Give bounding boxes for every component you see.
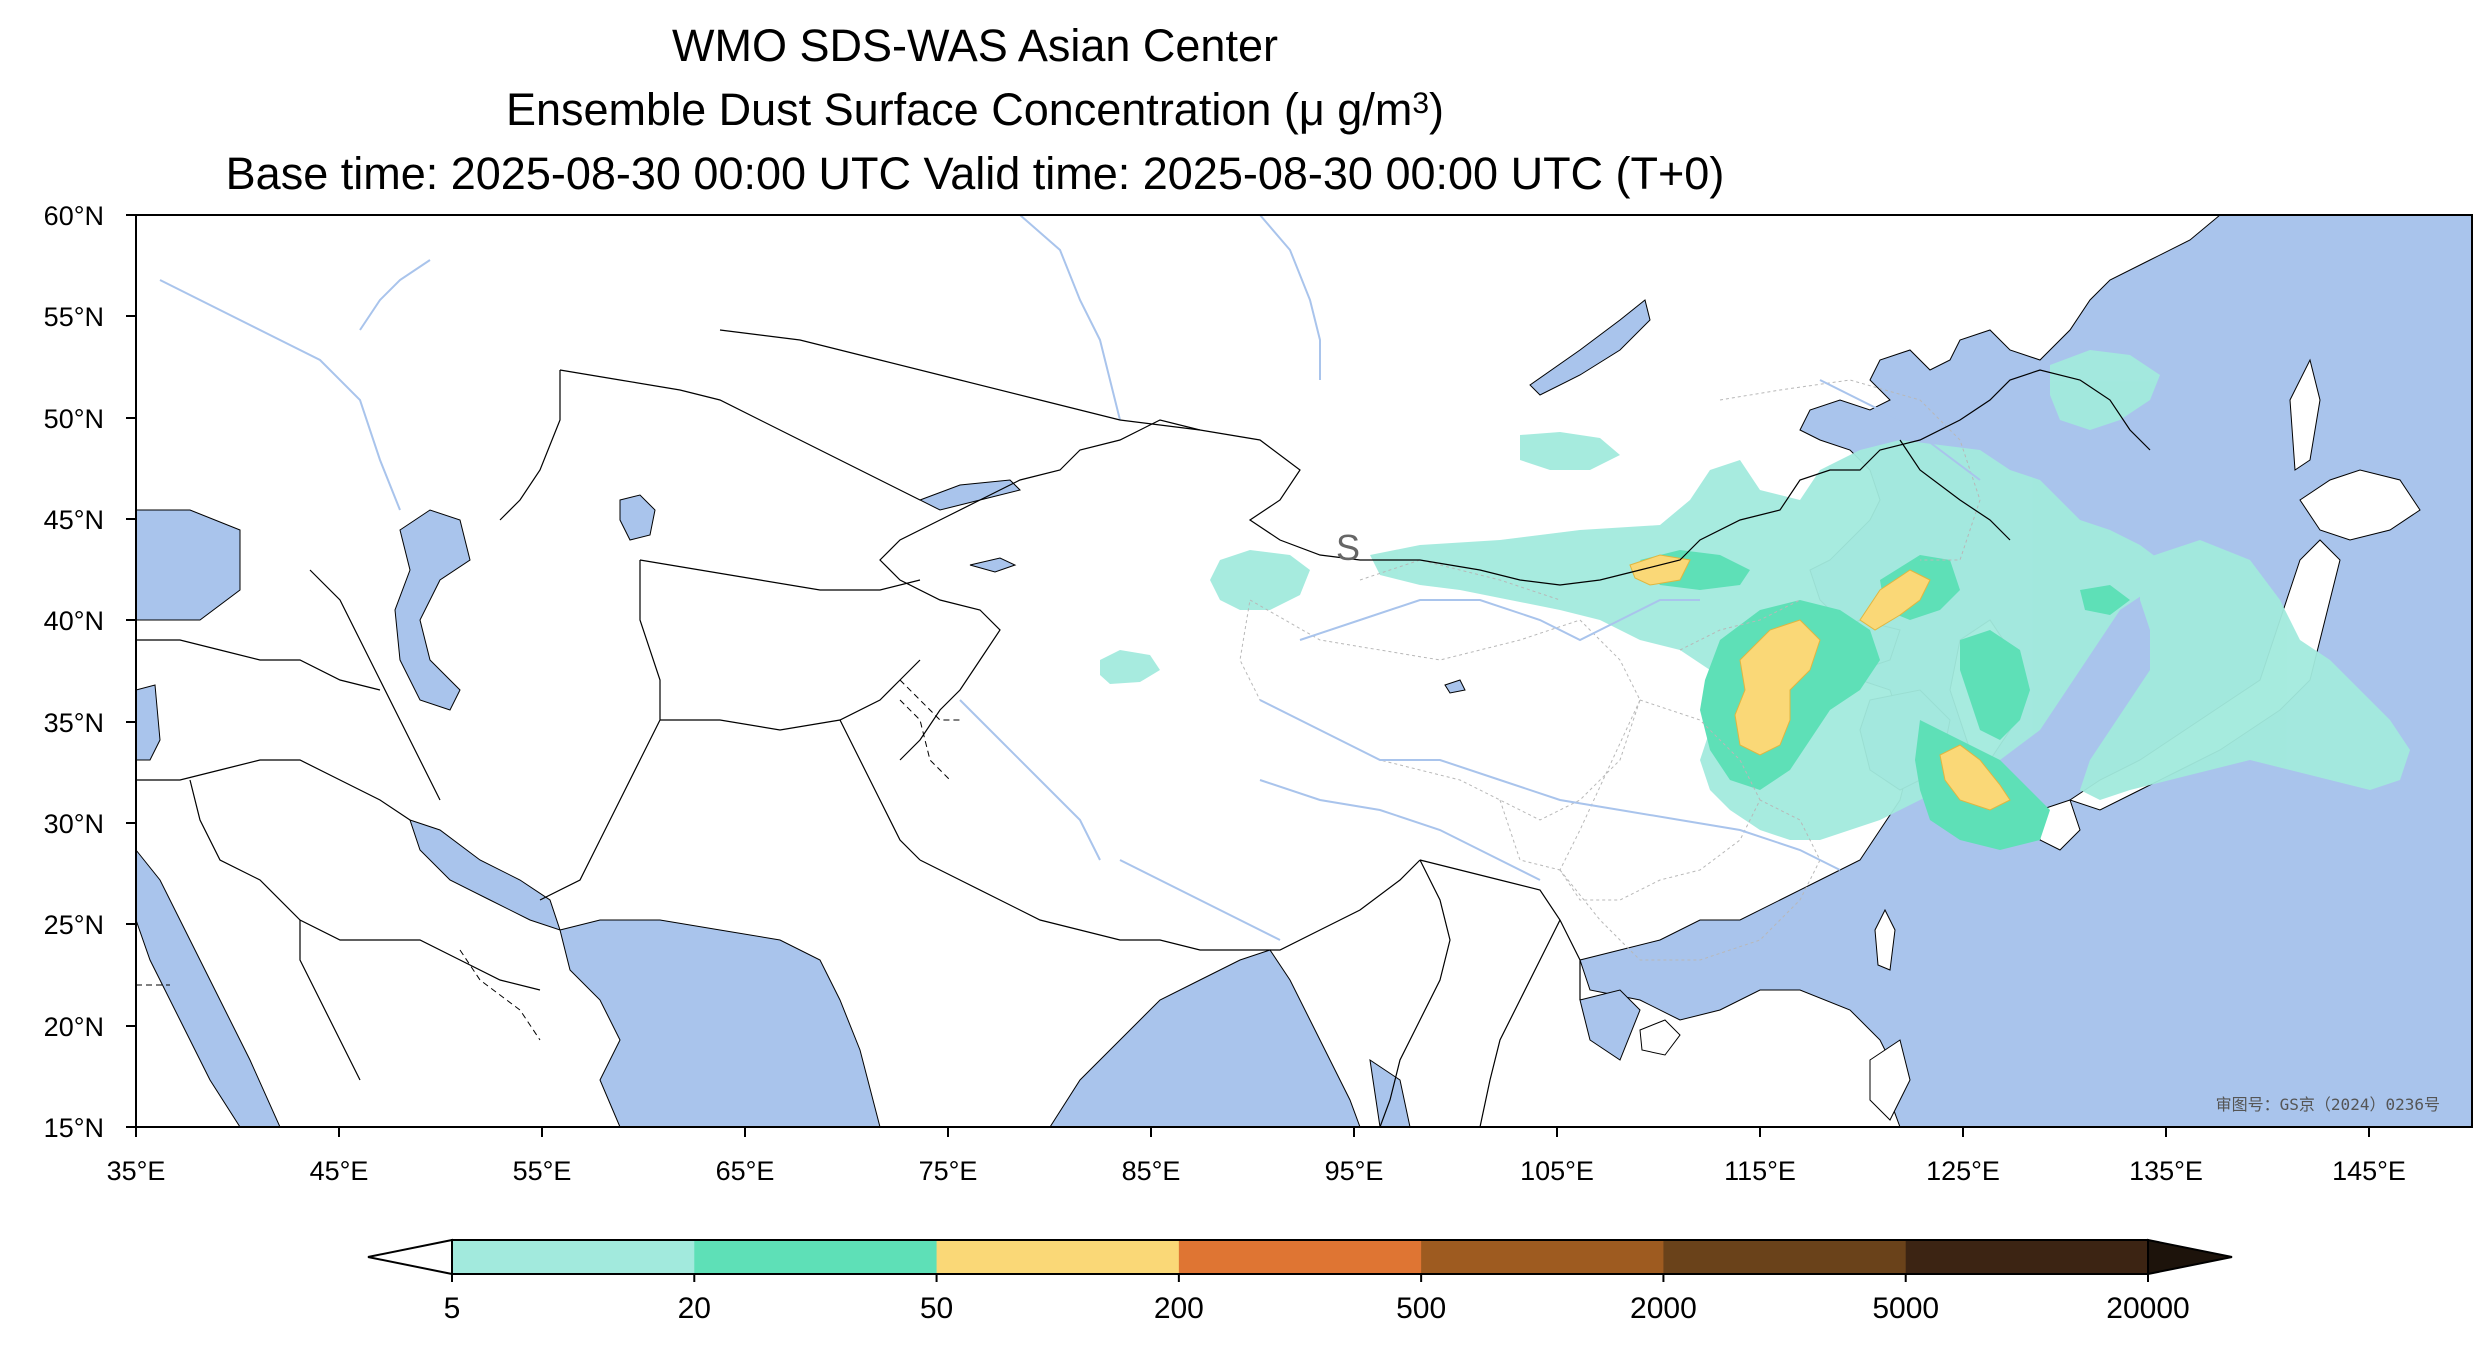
colorbar-segment: [1178, 1240, 1422, 1274]
issyk-kul: [969, 557, 1017, 573]
colorbar-tick-label: 5: [444, 1292, 461, 1325]
lon-tick-label: 85°E: [1122, 1156, 1181, 1186]
caspian-sea: [394, 509, 471, 711]
map-marker-letter: S: [1336, 527, 1360, 568]
lat-tick-label: 30°N: [44, 809, 104, 839]
map-frame: [135, 214, 2473, 1128]
arabian-sea: [559, 919, 881, 1127]
lat-tick-label: 60°N: [44, 201, 104, 231]
taiwan: [1874, 908, 1896, 971]
lake-balkhash: [918, 479, 1021, 511]
colorbar-segment: [694, 1240, 938, 1274]
colorbar-under-triangle: [367, 1238, 453, 1276]
lat-tick-label: 15°N: [44, 1113, 104, 1143]
lon-tick-label: 105°E: [1520, 1156, 1594, 1186]
map-area: S 审图号：GS京（2024）0236号: [136, 215, 2472, 1127]
mediterranean-edge: [136, 684, 161, 761]
lon-tick-label: 55°E: [513, 1156, 572, 1186]
andaman-sea: [1369, 1058, 1411, 1127]
colorbar-frame: [451, 1239, 2149, 1275]
colorbar-over-triangle: [2147, 1238, 2233, 1276]
colorbar-tick-label: 500: [1396, 1292, 1446, 1325]
lat-axis: 60°N 55°N 50°N 45°N 40°N 35°N 30°N 25°N …: [44, 201, 136, 1143]
philippines-north: [1869, 1039, 1911, 1121]
lon-tick-label: 45°E: [310, 1156, 369, 1186]
lat-tick-label: 40°N: [44, 606, 104, 636]
lon-tick-label: 135°E: [2129, 1156, 2203, 1186]
sakhalin: [2289, 358, 2321, 471]
approval-number: 审图号：GS京（2024）0236号: [2216, 1095, 2440, 1114]
colorbar-tick-label: 50: [920, 1292, 953, 1325]
colorbar-tick-label: 200: [1154, 1292, 1204, 1325]
colorbar-tick-label: 5000: [1872, 1292, 1939, 1325]
country-borders: [136, 329, 2151, 1127]
lon-tick-label: 65°E: [716, 1156, 775, 1186]
colorbar-tick-label: 20: [678, 1292, 711, 1325]
lon-tick-label: 115°E: [1724, 1156, 1796, 1186]
lon-axis: 35°E 45°E 55°E 65°E 75°E 85°E 95°E 105°E…: [107, 1127, 2406, 1186]
lat-tick-label: 45°N: [44, 505, 104, 535]
lon-tick-label: 125°E: [1926, 1156, 2000, 1186]
subtitle-unit-exponent: 3: [1412, 87, 1430, 120]
colorbar-labels: 5 20 50 200 500 2000 5000 20000: [444, 1274, 2190, 1325]
colorbar-segment: [1663, 1240, 1907, 1274]
rivers: [159, 215, 1981, 941]
colorbar-segments: [452, 1240, 2149, 1274]
subtitle-suffix: ): [1429, 84, 1445, 135]
aral-sea: [619, 494, 656, 541]
lon-tick-label: 35°E: [107, 1156, 166, 1186]
colorbar-tick-label: 20000: [2106, 1292, 2189, 1325]
lat-tick-label: 35°N: [44, 708, 104, 738]
colorbar-tick-label: 2000: [1630, 1292, 1697, 1325]
province-borders: [1239, 379, 1981, 961]
disputed-borders: [136, 679, 960, 1041]
subtitle-unit: μ g/m: [1298, 84, 1413, 135]
lat-tick-label: 25°N: [44, 910, 104, 940]
qinghai-lake: [1444, 679, 1466, 694]
lat-tick-label: 50°N: [44, 404, 104, 434]
colorbar: 5 20 50 200 500 2000 5000 20000: [367, 1238, 2233, 1325]
lake-baikal: [1529, 299, 1651, 396]
time-info: Base time: 2025-08-30 00:00 UTC Valid ti…: [225, 148, 1725, 199]
lat-tick-label: 55°N: [44, 302, 104, 332]
colorbar-segment: [936, 1240, 1180, 1274]
black-sea: [136, 509, 241, 621]
colorbar-segment: [452, 1240, 695, 1274]
lon-tick-label: 95°E: [1325, 1156, 1384, 1186]
hainan: [1639, 1019, 1681, 1056]
red-sea: [136, 849, 281, 1127]
gulf-of-tonkin: [1579, 989, 1641, 1061]
lon-tick-label: 145°E: [2332, 1156, 2406, 1186]
japan-hokkaido: [2299, 469, 2421, 541]
colorbar-segment: [1905, 1240, 2149, 1274]
lat-tick-label: 20°N: [44, 1012, 104, 1042]
dust-layer-50-200: [1629, 554, 2011, 811]
chart-title: WMO SDS-WAS Asian Center: [672, 20, 1278, 71]
lon-tick-label: 75°E: [919, 1156, 978, 1186]
chart-subtitle: Ensemble Dust Surface Concentration (μ g…: [0, 84, 1950, 136]
colorbar-segment: [1421, 1240, 1664, 1274]
subtitle-prefix: Ensemble Dust Surface Concentration (: [505, 84, 1299, 135]
